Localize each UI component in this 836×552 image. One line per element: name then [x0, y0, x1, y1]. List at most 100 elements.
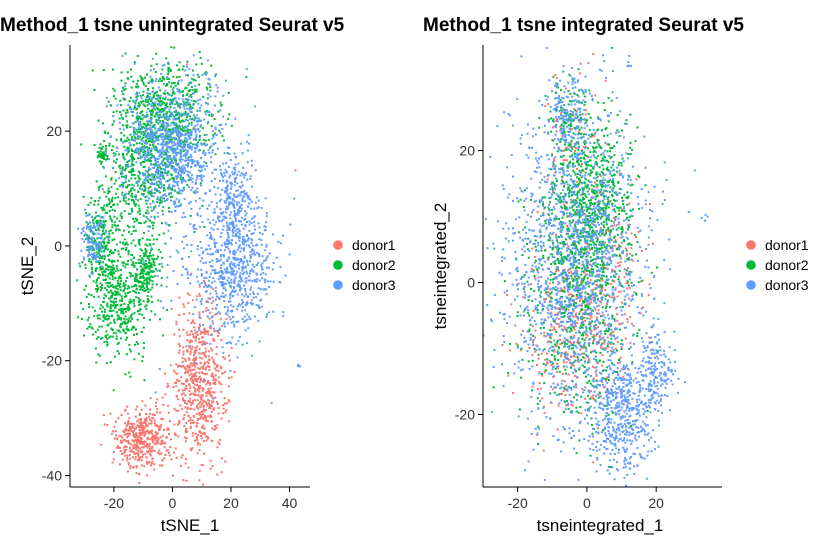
- data-point: [139, 209, 142, 212]
- data-point: [126, 287, 129, 290]
- data-point: [148, 447, 151, 450]
- data-point: [161, 464, 164, 467]
- data-point: [227, 256, 230, 259]
- data-point: [142, 130, 145, 133]
- data-point: [213, 238, 216, 241]
- data-point: [186, 107, 189, 110]
- data-point: [138, 421, 141, 424]
- data-point: [200, 300, 203, 303]
- data-point: [271, 268, 274, 271]
- data-point: [170, 100, 173, 103]
- data-point: [161, 75, 164, 78]
- data-point: [100, 304, 103, 307]
- data-point: [249, 293, 252, 296]
- data-point: [239, 192, 242, 195]
- data-point: [227, 308, 230, 311]
- data-point: [167, 171, 170, 174]
- data-point: [111, 261, 113, 264]
- data-point: [190, 133, 192, 136]
- data-point: [196, 161, 199, 164]
- data-point: [248, 195, 251, 198]
- data-point: [154, 157, 157, 159]
- data-point: [236, 201, 239, 204]
- data-point: [159, 250, 162, 253]
- data-point: [133, 104, 136, 107]
- data-point: [241, 279, 244, 282]
- data-point: [209, 146, 211, 149]
- data-point: [191, 69, 194, 72]
- data-point: [194, 358, 197, 361]
- data-point: [184, 372, 186, 374]
- data-point: [135, 328, 137, 331]
- data-point: [225, 186, 228, 189]
- data-point: [169, 130, 172, 133]
- data-point: [142, 425, 145, 428]
- data-point: [151, 181, 153, 184]
- data-point: [90, 197, 93, 200]
- data-point: [187, 135, 190, 138]
- data-point: [260, 264, 263, 267]
- data-point: [194, 349, 197, 352]
- data-point: [120, 312, 123, 315]
- data-point: [188, 419, 190, 422]
- data-point: [156, 432, 159, 435]
- data-point: [124, 454, 127, 457]
- data-point: [148, 225, 151, 228]
- data-point: [146, 286, 148, 289]
- data-point: [132, 138, 135, 141]
- data-point: [171, 474, 174, 477]
- data-point: [106, 235, 108, 238]
- data-point: [131, 439, 134, 442]
- data-point: [113, 297, 116, 300]
- data-point: [172, 177, 175, 180]
- data-point: [228, 195, 231, 198]
- data-point: [231, 197, 234, 200]
- data-point: [233, 207, 236, 209]
- data-point: [265, 243, 268, 246]
- data-point: [156, 411, 159, 414]
- data-point: [151, 224, 154, 227]
- data-point: [103, 258, 106, 260]
- data-point: [199, 109, 201, 112]
- data-point: [125, 353, 128, 356]
- data-point: [127, 306, 130, 309]
- data-point: [109, 289, 112, 292]
- data-point: [161, 110, 164, 113]
- data-point: [162, 206, 165, 209]
- data-point: [144, 76, 146, 79]
- data-point: [101, 240, 104, 243]
- data-point: [205, 417, 207, 420]
- data-point: [205, 394, 208, 397]
- data-point: [123, 88, 126, 91]
- data-point: [139, 248, 142, 251]
- data-point: [120, 247, 123, 250]
- data-point: [101, 209, 104, 212]
- data-point: [185, 74, 188, 77]
- data-point: [190, 123, 193, 126]
- data-point: [217, 370, 220, 372]
- data-point: [219, 312, 222, 315]
- data-point: [208, 405, 211, 408]
- data-point: [190, 118, 193, 121]
- data-point: [130, 430, 133, 432]
- data-point: [122, 199, 125, 202]
- data-point: [252, 216, 255, 219]
- data-point: [225, 162, 228, 165]
- data-point: [153, 422, 156, 424]
- data-point: [188, 341, 191, 344]
- data-point: [190, 362, 193, 365]
- data-point: [207, 362, 210, 364]
- data-point: [228, 201, 231, 204]
- data-point: [250, 217, 253, 220]
- data-point: [128, 170, 131, 173]
- data-point: [214, 425, 216, 427]
- data-point: [124, 308, 127, 310]
- data-point: [232, 225, 235, 228]
- data-point: [220, 383, 223, 386]
- data-point: [213, 223, 216, 226]
- data-point: [225, 342, 228, 345]
- data-point: [172, 137, 175, 140]
- data-point: [80, 249, 83, 252]
- data-point: [212, 135, 215, 138]
- data-point: [113, 322, 116, 324]
